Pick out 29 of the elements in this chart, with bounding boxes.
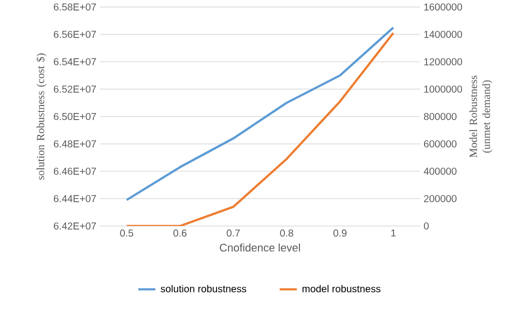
y2-tick-label: 1600000 — [424, 3, 462, 11]
y-tick-label: 6.48E+07 — [54, 140, 96, 148]
y2-tick-label: 0 — [424, 222, 429, 230]
y-tick-label: 6.42E+07 — [54, 222, 96, 230]
y2-tick-label: 1000000 — [424, 86, 462, 93]
y-tick-label: 6.58E+07 — [54, 3, 96, 11]
y2-tick-label: 600000 — [424, 140, 457, 148]
y-axis-title: solution Robustness (cost $) — [36, 53, 46, 180]
x-tick-label: 1 — [391, 230, 396, 236]
y2-tick-label: 200000 — [424, 195, 457, 202]
x-tick-label: 0.6 — [173, 230, 187, 237]
y-tick-label: 6.50E+07 — [54, 112, 96, 120]
x-tick-label: 0.7 — [226, 230, 240, 237]
y2-axis-title: Model Robustness (unmet demand) — [469, 76, 492, 158]
x-tick-label: 0.8 — [280, 230, 294, 237]
y-tick-label: 6.44E+07 — [54, 195, 96, 202]
y2-tick-label: 800000 — [424, 112, 457, 120]
y-tick-label: 6.52E+07 — [54, 86, 96, 93]
y-tick-label: 6.54E+07 — [54, 58, 96, 66]
x-tick-label: 0.5 — [120, 230, 134, 237]
x-axis-title: Cnofidence level — [220, 243, 300, 252]
y2-tick-label: 400000 — [424, 168, 457, 175]
y-tick-label: 6.46E+07 — [54, 168, 96, 175]
y-tick-label: 6.56E+07 — [54, 30, 96, 38]
y2-tick-label: 1200000 — [424, 58, 462, 66]
legend-label: solution robustness — [160, 284, 246, 292]
legend-label: model robustness — [302, 284, 380, 292]
y2-tick-label: 1400000 — [424, 30, 462, 38]
x-tick-label: 0.9 — [333, 230, 346, 237]
